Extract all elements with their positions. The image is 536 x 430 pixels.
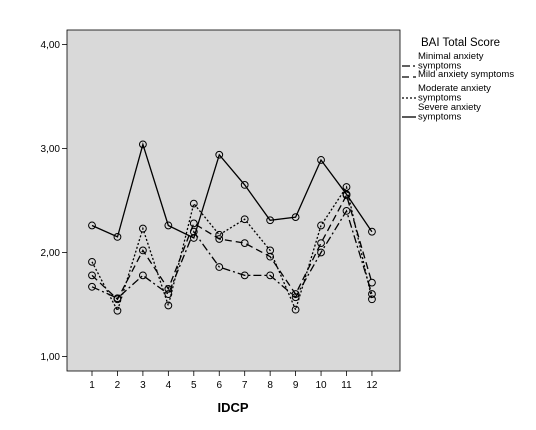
- data-point: [368, 278, 376, 287]
- x-tick-label: 3: [140, 380, 146, 391]
- series-line-3: [91, 185, 373, 313]
- data-point: [88, 282, 96, 291]
- data-point: [88, 221, 96, 230]
- data-point: [164, 284, 173, 293]
- data-point: [189, 219, 198, 228]
- data-point: [240, 181, 249, 189]
- y-tick-label: 3,00: [41, 144, 61, 155]
- data-point: [113, 295, 122, 304]
- legend-label: Minimal anxiety: [418, 51, 484, 62]
- series-line-4: [91, 142, 373, 239]
- x-tick-label: 8: [267, 380, 273, 391]
- x-axis-label: IDCP: [217, 400, 248, 415]
- series-line-2: [91, 193, 373, 301]
- data-point: [368, 227, 376, 236]
- legend-label: symptoms: [418, 112, 462, 123]
- legend-label: Severe anxiety: [418, 102, 481, 113]
- x-tick-label: 11: [341, 380, 352, 391]
- x-tick-label: 2: [115, 380, 121, 391]
- data-point: [317, 239, 325, 248]
- x-axis: 1 2 3 4 5 6 7 8 9 10 11 12: [89, 371, 378, 391]
- data-point: [189, 234, 198, 242]
- y-tick-label: 2,00: [41, 248, 61, 259]
- x-tick-label: 1: [89, 380, 95, 391]
- data-point: [291, 213, 300, 222]
- data-point: [342, 206, 351, 215]
- x-tick-label: 9: [293, 380, 299, 391]
- x-tick-label: 7: [242, 380, 248, 391]
- y-tick-label: 1,00: [41, 352, 61, 363]
- data-point: [240, 271, 249, 280]
- data-point: [88, 257, 96, 266]
- x-tick-label: 12: [366, 380, 378, 391]
- legend-title: BAI Total Score: [421, 37, 500, 49]
- legend-label: Moderate anxiety: [418, 83, 491, 94]
- legend: BAI Total Score Minimal anxietysymptomsM…: [402, 37, 514, 123]
- data-point: [164, 290, 173, 298]
- data-point: [266, 246, 275, 255]
- x-tick-label: 4: [166, 380, 172, 391]
- data-point: [317, 248, 325, 257]
- data-point: [139, 271, 147, 280]
- x-tick-label: 5: [191, 380, 197, 391]
- data-point: [291, 290, 300, 298]
- x-tick-label: 6: [216, 380, 222, 391]
- data-point: [164, 221, 173, 230]
- data-point: [164, 301, 173, 310]
- data-point: [139, 140, 147, 149]
- data-point: [139, 224, 147, 233]
- legend-label: symptoms: [418, 61, 462, 72]
- data-point: [266, 271, 275, 280]
- data-point: [240, 239, 249, 248]
- data-point: [368, 295, 376, 304]
- data-point: [215, 150, 224, 159]
- data-point: [113, 306, 122, 315]
- data-point: [266, 252, 275, 261]
- data-point: [291, 305, 300, 314]
- data-point: [215, 230, 224, 239]
- data-point: [139, 246, 147, 255]
- data-point: [368, 290, 376, 298]
- data-point: [88, 271, 96, 280]
- data-point: [317, 221, 325, 230]
- plot-area: [66, 29, 401, 372]
- data-point: [342, 190, 351, 199]
- data-point: [291, 293, 300, 302]
- data-point: [215, 263, 224, 271]
- y-tick-label: 4,00: [41, 40, 61, 51]
- data-point: [113, 232, 122, 241]
- y-axis: 1,00 2,00 3,00 4,00: [41, 40, 67, 363]
- legend-label: Mild anxiety symptoms: [418, 69, 514, 80]
- data-point: [215, 235, 224, 243]
- data-point: [189, 227, 198, 236]
- data-point: [266, 216, 275, 225]
- data-point: [189, 199, 198, 208]
- series-layer: [88, 140, 376, 315]
- data-point: [317, 156, 325, 164]
- data-point: [240, 215, 249, 224]
- legend-label: symptoms: [418, 93, 462, 104]
- x-tick-label: 10: [315, 380, 327, 391]
